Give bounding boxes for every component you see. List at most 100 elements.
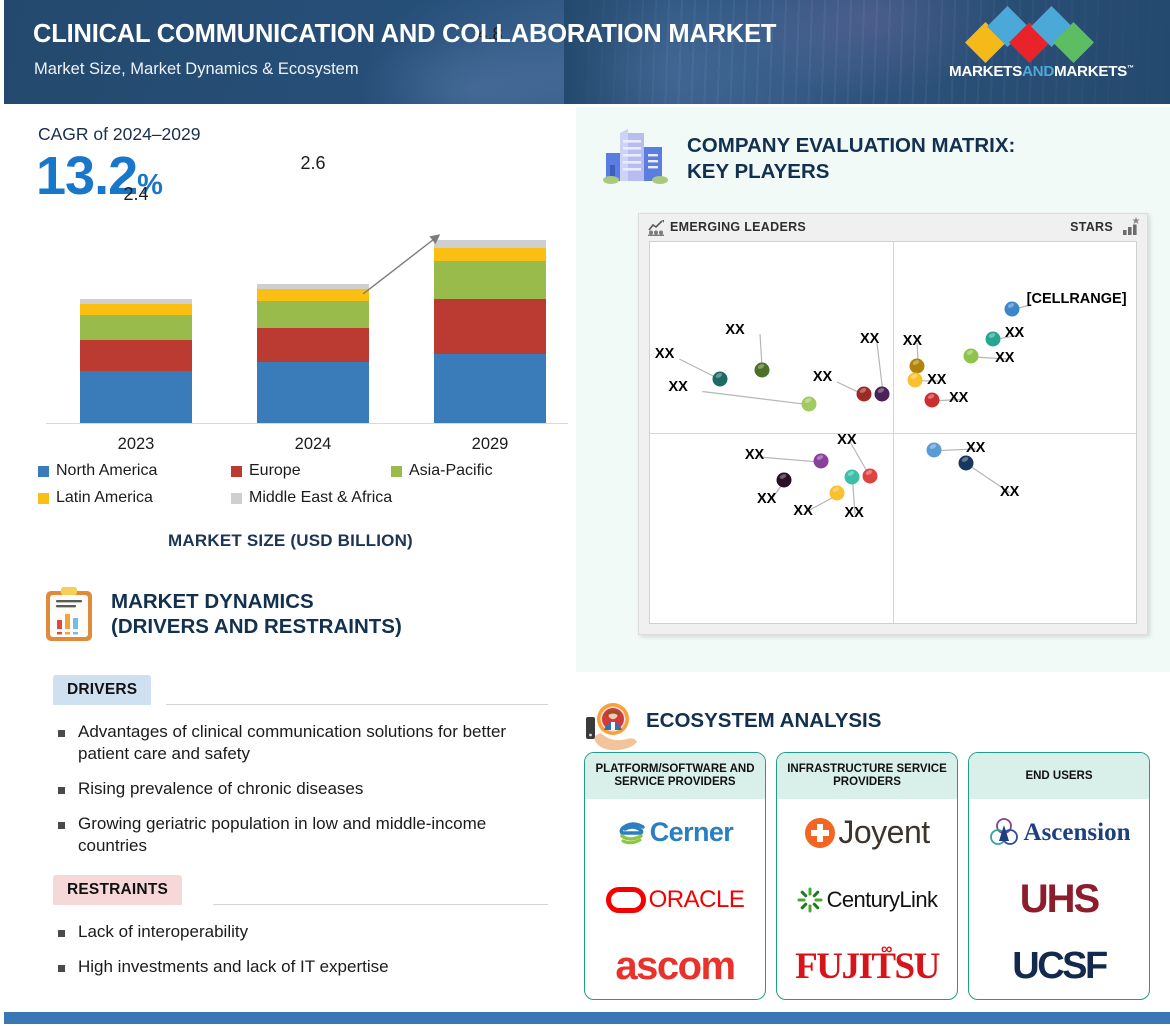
market-dynamics-title: MARKET DYNAMICS (DRIVERS AND RESTRAINTS) — [111, 589, 551, 639]
driver-text-2: Rising prevalence of chronic diseases — [78, 779, 364, 799]
bullet-square-icon — [58, 930, 65, 937]
bullet-square-icon — [58, 822, 65, 830]
quadrant-label-stars: STARS — [1070, 220, 1113, 234]
bar-group-2029: 4.8 — [434, 24, 546, 423]
ecosystem-column-platform-software: PLATFORM/SOFTWARE AND SERVICE PROVIDERS … — [584, 752, 766, 1000]
quadrant-label-emerging-leaders: EMERGING LEADERS — [670, 220, 807, 234]
logo-uhs[interactable]: UHS — [969, 866, 1149, 933]
restraint-text-2: High investments and lack of IT expertis… — [78, 957, 389, 977]
drivers-tab-rule — [166, 704, 548, 705]
matrix-title-line2: KEY PLAYERS — [687, 159, 830, 183]
legend-row-2: Latin America Middle East & Africa — [38, 489, 568, 507]
bullet-square-icon — [58, 730, 65, 737]
matrix-point-3[interactable] — [801, 396, 817, 412]
logo-ascension[interactable]: Ascension — [969, 799, 1149, 866]
matrix-point-label-17: XX — [965, 439, 986, 456]
matrix-point-16[interactable] — [862, 468, 878, 484]
matrix-point-8[interactable] — [963, 348, 979, 364]
ecosystem-analysis-panel: ECOSYSTEM ANALYSIS PLATFORM/SOFTWARE AND… — [576, 686, 1170, 1004]
segment-na-2029 — [434, 354, 546, 423]
legend-swatch-europe — [231, 465, 242, 477]
bullet-square-icon — [58, 787, 65, 795]
legend-item-asia-pacific[interactable]: Asia-Pacific — [391, 462, 493, 480]
logo-joyent[interactable]: Joyent — [777, 799, 957, 866]
marketsandmarkets-logo[interactable]: MARKETSANDMARKETS™ — [949, 5, 1134, 90]
segment-mea-2029 — [434, 240, 546, 248]
legend-item-latin-america[interactable]: Latin America — [38, 489, 231, 507]
segment-latam-2023 — [80, 304, 192, 315]
logo-text-markets2: MARKETS — [1054, 63, 1128, 80]
ecosystem-column-heading-2: INFRASTRUCTURE SERVICE PROVIDERS — [777, 753, 957, 799]
page-subtitle: Market Size, Market Dynamics & Ecosystem — [34, 60, 359, 78]
logo-centurylink[interactable]: CenturyLink — [777, 866, 957, 933]
bullet-square-icon — [58, 965, 65, 973]
matrix-point-18[interactable] — [958, 455, 974, 471]
fujitsu-infinity-icon: ∞ — [881, 941, 893, 958]
logo-ucsf[interactable]: UCSF — [969, 933, 1149, 999]
driver-item-2: Rising prevalence of chronic diseases — [58, 778, 558, 800]
legend-label-latin-america: Latin America — [56, 489, 153, 506]
legend-item-middle-east-africa[interactable]: Middle East & Africa — [231, 489, 392, 507]
logo-ascom[interactable]: ascom — [585, 933, 765, 999]
bar-total-2023: 2.4 — [123, 184, 149, 204]
segment-apac-2023 — [80, 315, 192, 340]
logo-oracle[interactable]: ORACLE — [585, 866, 765, 933]
matrix-point-5[interactable] — [874, 386, 890, 402]
driver-item-3: Growing geriatric population in low and … — [58, 813, 558, 857]
matrix-point-6[interactable] — [1004, 301, 1020, 317]
segment-europe-2023 — [80, 340, 192, 371]
matrix-point-12[interactable] — [813, 453, 829, 469]
matrix-point-label-13: XX — [756, 491, 777, 508]
buildings-icon — [603, 129, 668, 184]
restraints-tab[interactable]: RESTRAINTS — [53, 875, 183, 905]
logo-text-uhs: UHS — [1019, 877, 1100, 921]
drivers-tab[interactable]: DRIVERS — [53, 675, 152, 705]
logo-fujitsu[interactable]: ∞ FUJITSU — [777, 933, 957, 999]
ecosystem-logos-2: Joyent — [777, 799, 957, 999]
legend-row-1: North America Europe Asia-Pacific — [38, 462, 568, 480]
matrix-point-14[interactable] — [829, 485, 845, 501]
matrix-point-4[interactable] — [856, 386, 872, 402]
cagr-value: 13.2% — [36, 145, 163, 207]
matrix-point-13[interactable] — [776, 472, 792, 488]
matrix-point-9[interactable] — [909, 358, 925, 374]
matrix-point-2[interactable] — [754, 362, 770, 378]
chart-caption: MARKET SIZE (USD BILLION) — [168, 531, 413, 550]
logo-cerner[interactable]: Cerner — [585, 799, 765, 866]
driver-text-1: Advantages of clinical communication sol… — [78, 722, 507, 764]
bar-xlabel-2023: 2023 — [117, 435, 155, 453]
logo-text-ascension: Ascension — [1023, 818, 1131, 846]
matrix-point-label-16: XX — [837, 432, 857, 449]
matrix-point-17[interactable] — [926, 442, 942, 458]
logo-text-joyent: Joyent — [838, 814, 930, 850]
matrix-point-label-4: XX — [812, 369, 833, 386]
ecosystem-column-heading-3: END USERS — [969, 753, 1149, 799]
market-dynamics-title-line1: MARKET DYNAMICS — [111, 590, 314, 613]
legend-label-europe: Europe — [249, 462, 301, 479]
stars-bars-icon — [1123, 217, 1140, 235]
legend-item-europe[interactable]: Europe — [231, 462, 391, 480]
oracle-ring-icon — [605, 886, 646, 913]
ecosystem-logos-3: Ascension UHS UCSF — [969, 799, 1149, 999]
ecosystem-logos-1: Cerner ORACLE ascom — [585, 799, 765, 999]
bar-total-2024: 2.6 — [300, 153, 326, 173]
segment-latam-2024 — [257, 289, 369, 301]
matrix-point-label-18: XX — [999, 483, 1020, 500]
page-title: CLINICAL COMMUNICATION AND COLLABORATION… — [33, 20, 777, 48]
matrix-point-11[interactable] — [924, 392, 940, 408]
joyent-mark-icon — [805, 817, 836, 848]
matrix-point-label-10: XX — [927, 371, 947, 388]
matrix-point-15[interactable] — [844, 469, 860, 485]
bar-xlabel-2029: 2029 — [471, 435, 509, 453]
driver-text-3: Growing geriatric population in low and … — [78, 814, 487, 856]
matrix-point-1[interactable] — [712, 371, 728, 387]
chart-legend: North America Europe Asia-Pacific Latin … — [38, 462, 568, 516]
matrix-point-7[interactable] — [985, 331, 1001, 347]
legend-item-north-america[interactable]: North America — [38, 462, 231, 480]
logo-text-and: AND — [1022, 63, 1055, 80]
segment-apac-2029 — [434, 261, 546, 299]
segment-apac-2024 — [257, 301, 369, 328]
matrix-point-10[interactable] — [907, 372, 923, 388]
matrix-point-label-8: XX — [995, 350, 1015, 367]
